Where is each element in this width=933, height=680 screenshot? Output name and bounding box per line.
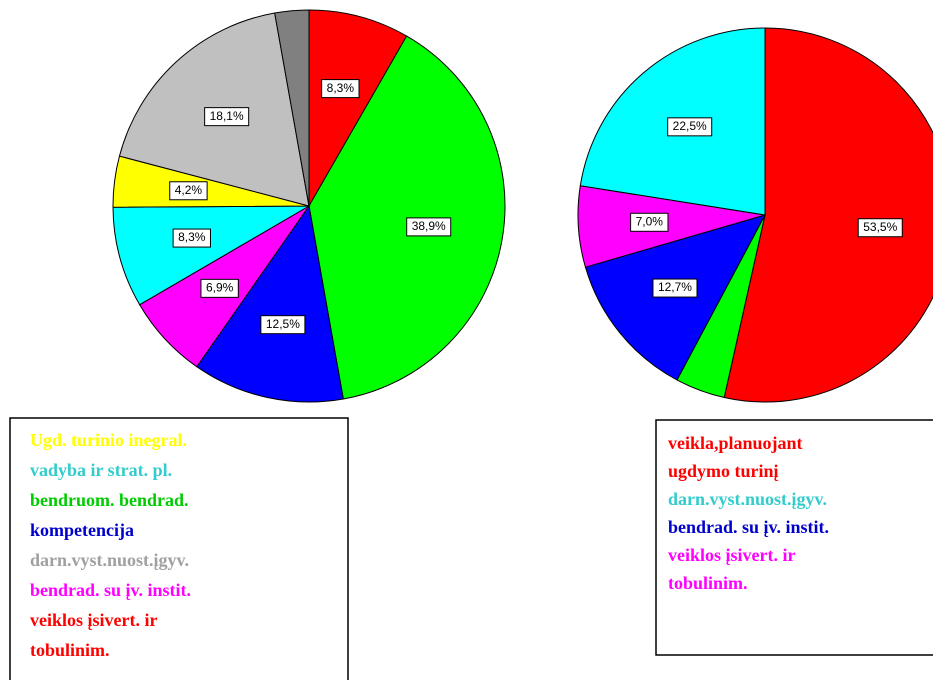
- value-label-box: [667, 117, 713, 137]
- value-label: 7,0%: [636, 214, 664, 228]
- pie-slice: [112, 205, 311, 306]
- value-label: 8,3%: [178, 230, 206, 244]
- legend-entry: veiklos įsivert. ir: [668, 545, 795, 565]
- value-label-box: [321, 79, 360, 99]
- legend-box: [9, 417, 349, 680]
- pie-slice: [308, 9, 408, 208]
- legend-entry: veiklos įsivert. ir: [30, 610, 157, 630]
- value-label: 22,5%: [673, 119, 707, 133]
- legend-entry: Ugd. turinio inegral.: [30, 430, 187, 450]
- value-label: 53,5%: [863, 220, 897, 234]
- value-label-box: [169, 181, 208, 201]
- value-label: 4,2%: [175, 183, 203, 197]
- value-label-box: [204, 107, 250, 127]
- legend-entry: kompetencija: [30, 520, 134, 540]
- value-label: 8,3%: [327, 81, 355, 95]
- legend-entry: bendrad. su įv. instit.: [30, 580, 191, 600]
- value-label-box: [260, 315, 306, 335]
- legend-entry: tobulinim.: [668, 573, 748, 593]
- value-label-box: [406, 217, 452, 237]
- value-label-box: [652, 278, 698, 298]
- legend-entry: darn.vyst.nuost.įgyv.: [30, 550, 189, 570]
- value-label: 6,9%: [206, 281, 234, 295]
- legend-box: [655, 419, 933, 656]
- value-label: 38,9%: [412, 219, 446, 233]
- value-label-box: [630, 212, 669, 232]
- legend-entry: ugdymo turinį: [668, 461, 779, 481]
- value-label: 12,5%: [266, 317, 300, 331]
- value-label-box: [172, 228, 211, 248]
- value-label: 12,7%: [658, 280, 692, 294]
- pie-slice: [723, 27, 933, 403]
- legend-entry: veikla,planuojant: [668, 433, 803, 453]
- value-label: 18,1%: [210, 109, 244, 123]
- legend-entry: vadyba ir strat. pl.: [30, 460, 172, 480]
- value-label-box: [857, 218, 903, 238]
- pie-slice: [196, 204, 344, 403]
- legend-entry: bendruom. bendrad.: [30, 490, 189, 510]
- legend-entry: bendrad. su įv. instit.: [668, 517, 829, 537]
- value-label-box: [200, 278, 239, 298]
- legend-entry: tobulinim.: [30, 640, 110, 660]
- legend-entry: darn.vyst.nuost.įgyv.: [668, 489, 827, 509]
- pie-slice: [274, 9, 310, 207]
